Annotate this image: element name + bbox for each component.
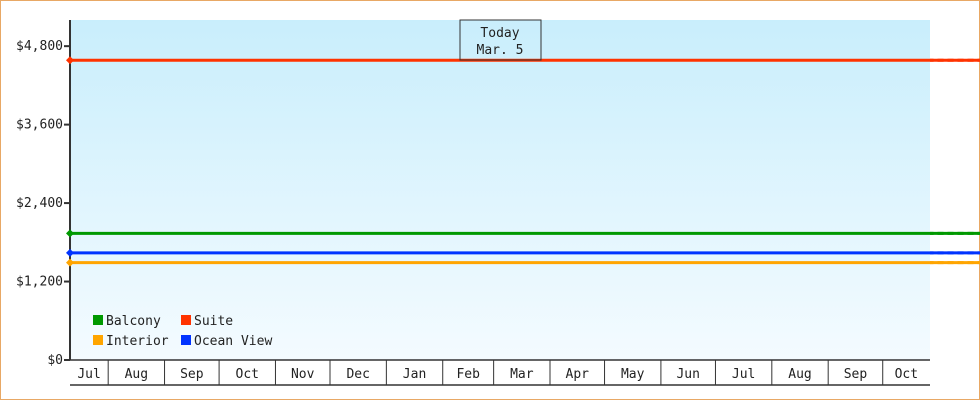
today-label-box xyxy=(459,19,542,61)
legend-swatch xyxy=(181,335,191,345)
month-label: Oct xyxy=(895,367,918,382)
legend-label: Interior xyxy=(106,334,169,349)
legend-label: Balcony xyxy=(106,314,161,329)
y-tick-label: $4,800 xyxy=(16,39,63,54)
data-point xyxy=(66,229,74,238)
month-label: Aug xyxy=(788,367,811,382)
month-label: May xyxy=(621,367,645,382)
today-date-label: Mar. 5 xyxy=(477,43,524,58)
month-label: Jan xyxy=(403,367,426,382)
month-label: Jul xyxy=(77,367,100,382)
today-label: Today xyxy=(480,26,519,41)
month-label: Apr xyxy=(566,367,590,382)
plot-background xyxy=(70,20,930,360)
month-label: Aug xyxy=(125,367,148,382)
month-label: Jul xyxy=(732,367,755,382)
month-label: Sep xyxy=(844,367,868,382)
data-point xyxy=(66,248,74,257)
y-tick-label: $2,400 xyxy=(16,196,63,211)
month-label: Jun xyxy=(676,367,699,382)
month-label: Sep xyxy=(180,367,204,382)
data-point xyxy=(66,56,74,65)
month-label: Dec xyxy=(346,367,369,382)
month-label: Feb xyxy=(456,367,480,382)
legend-swatch xyxy=(181,315,191,325)
y-tick-label: $1,200 xyxy=(16,275,63,290)
legend-swatch xyxy=(93,315,103,325)
legend-label: Suite xyxy=(194,314,233,329)
today-marker: Today Mar. 5 xyxy=(459,19,542,61)
month-label: Mar xyxy=(510,367,534,382)
y-tick-label: $3,600 xyxy=(16,118,63,133)
legend: Balcony Suite Interior Ocean View xyxy=(93,314,272,349)
legend-label: Ocean View xyxy=(194,334,272,349)
month-label: Nov xyxy=(291,367,315,382)
data-point xyxy=(66,258,74,267)
month-label: Oct xyxy=(236,367,259,382)
y-tick-label: $0 xyxy=(47,353,63,368)
legend-swatch xyxy=(93,335,103,345)
